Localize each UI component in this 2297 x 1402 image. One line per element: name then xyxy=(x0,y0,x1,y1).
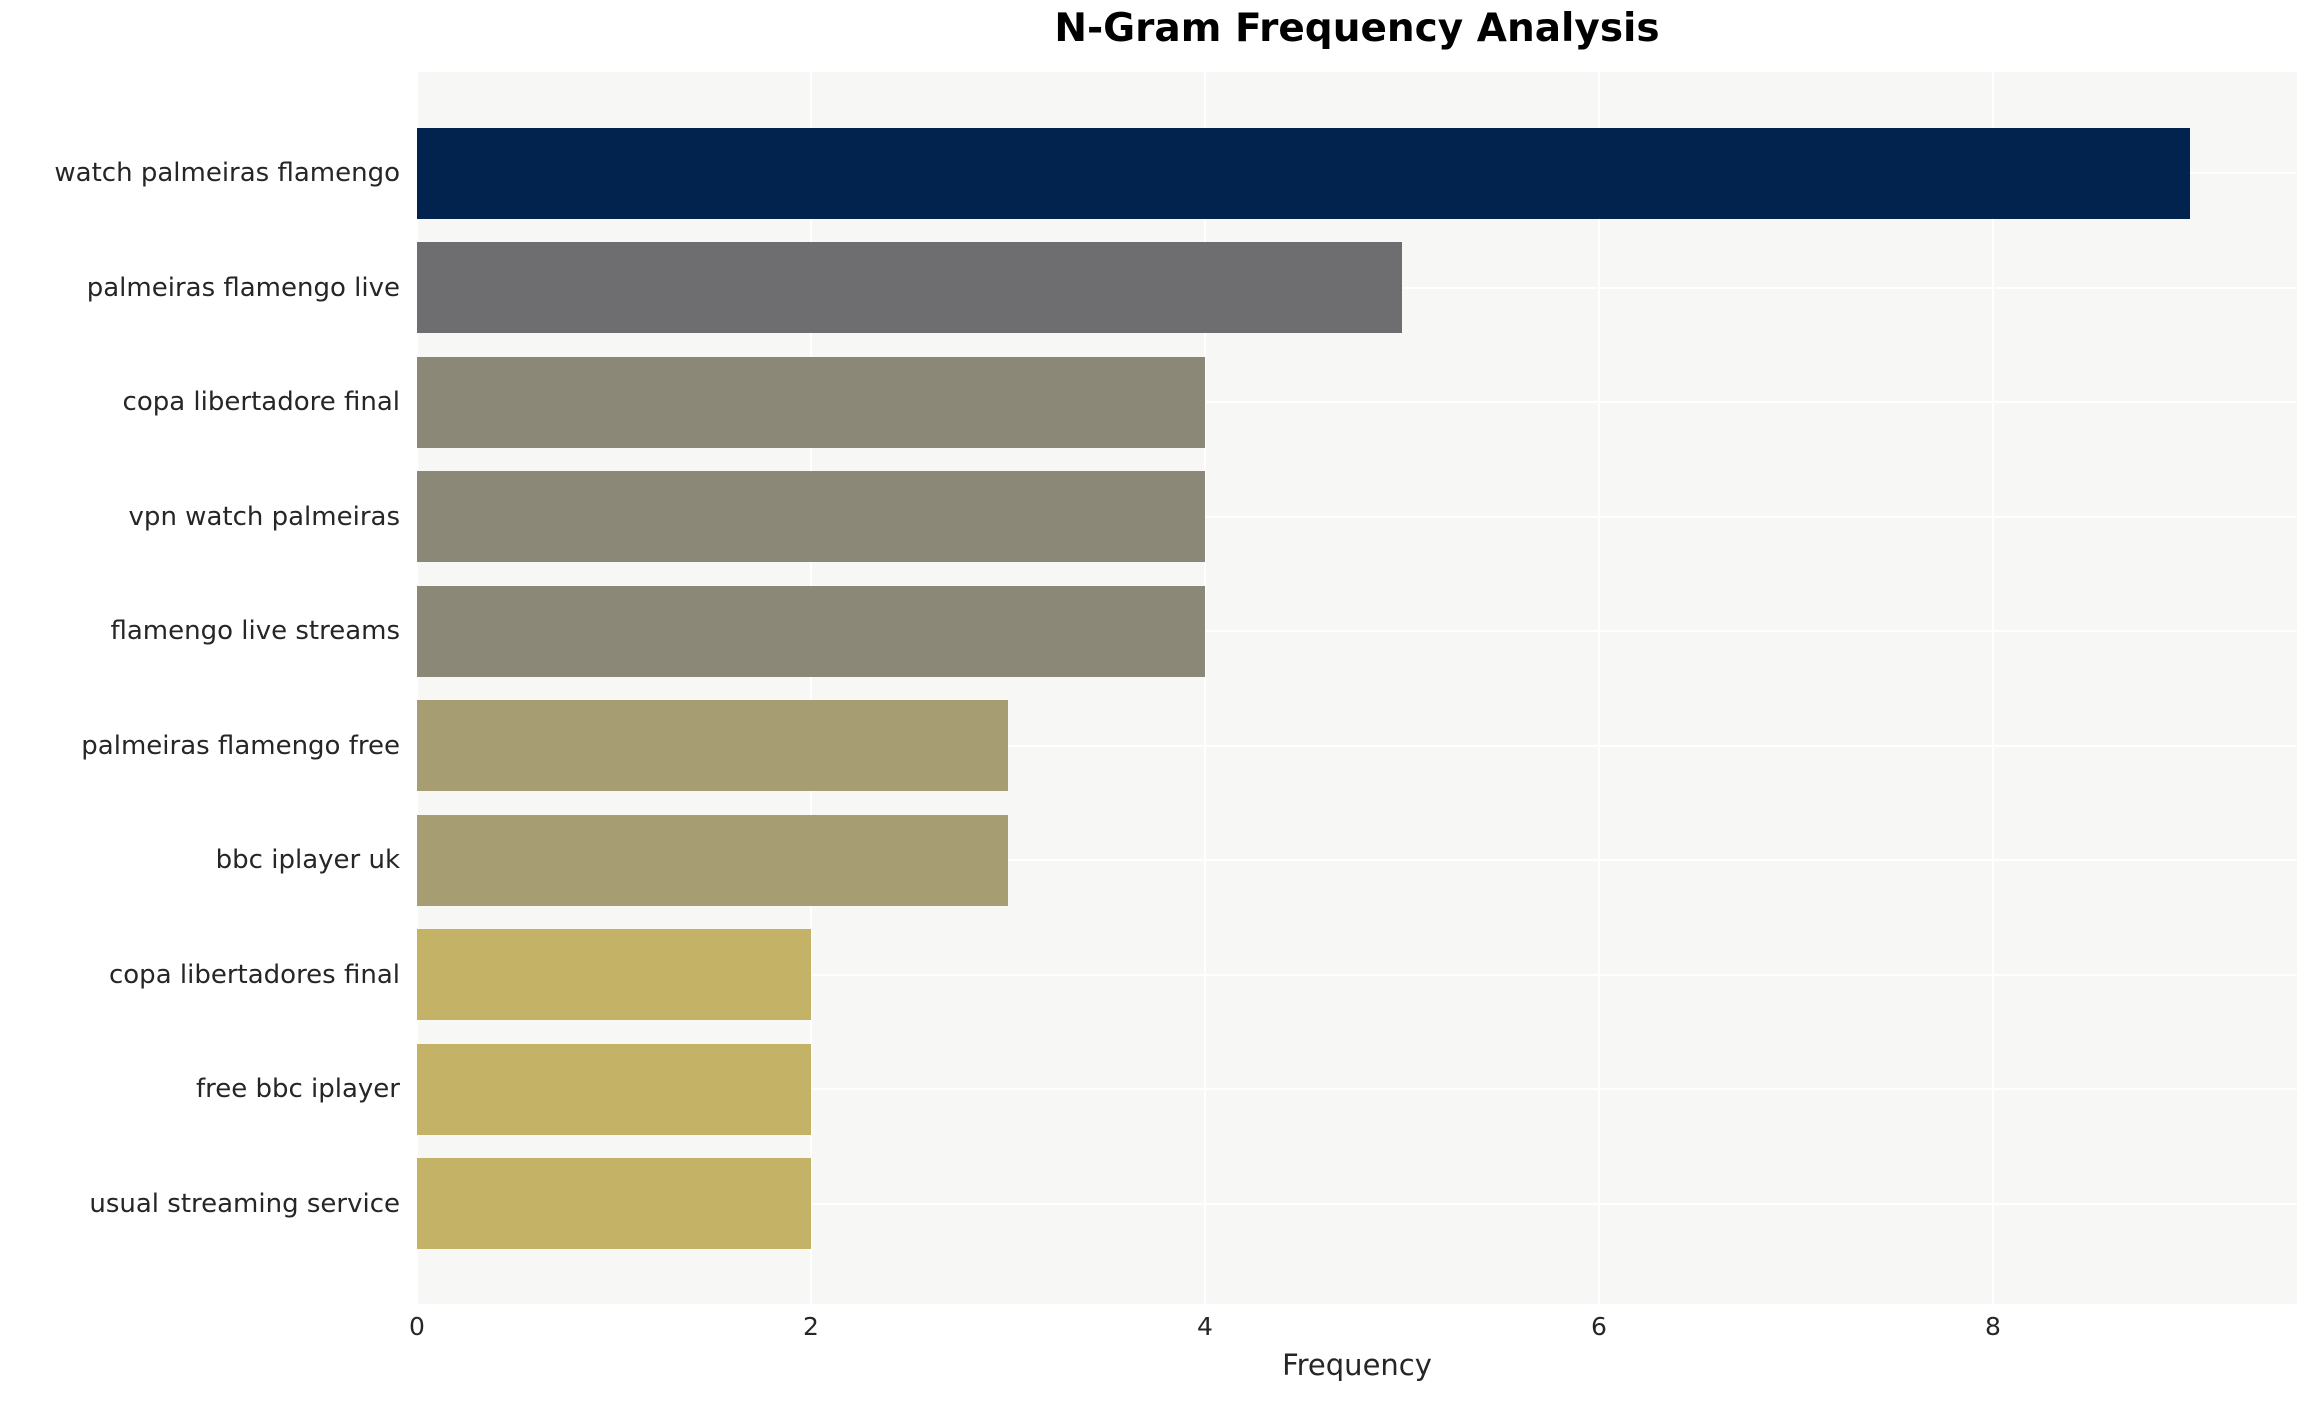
x-gridline xyxy=(810,72,812,1304)
y-gridline xyxy=(417,859,2297,861)
y-tick-label: usual streaming service xyxy=(89,1188,400,1219)
bar xyxy=(417,127,2190,219)
y-gridline xyxy=(417,744,2297,747)
x-tick-label: 6 xyxy=(1591,1312,1607,1341)
bar xyxy=(417,356,1205,448)
y-tick-label: watch palmeiras flamengo xyxy=(54,158,400,188)
bar xyxy=(417,929,811,1020)
y-tick-label: copa libertadores final xyxy=(108,959,400,990)
y-tick-label: bbc iplayer uk xyxy=(215,845,400,875)
x-axis-title: Frequency xyxy=(1282,1348,1432,1382)
x-gridline xyxy=(1992,72,1994,1304)
x-tick-label: 2 xyxy=(803,1312,819,1341)
y-gridline xyxy=(417,973,2297,976)
bar xyxy=(417,700,1008,791)
y-tick-label: palmeiras flamengo free xyxy=(81,730,400,761)
y-gridline xyxy=(417,1202,2297,1205)
bar xyxy=(417,585,1205,677)
y-gridline xyxy=(417,515,2297,518)
y-tick-label: free bbc iplayer xyxy=(195,1074,400,1104)
bar xyxy=(417,814,1008,906)
bar xyxy=(417,1043,811,1135)
bar xyxy=(417,242,1402,333)
y-tick-label: vpn watch palmeiras xyxy=(128,501,400,532)
chart-title: N-Gram Frequency Analysis xyxy=(1054,6,1660,51)
y-gridline xyxy=(417,1088,2297,1090)
y-gridline xyxy=(417,401,2297,403)
y-tick-label: copa libertadore final xyxy=(122,387,400,417)
bar xyxy=(417,471,1205,562)
x-gridline xyxy=(416,72,418,1304)
y-tick-label: palmeiras flamengo live xyxy=(86,272,400,303)
plot-area xyxy=(416,72,2297,1304)
y-tick-label: flamengo live streams xyxy=(110,616,400,646)
y-gridline xyxy=(417,630,2297,632)
x-gridline xyxy=(1598,72,1600,1304)
x-tick-label: 4 xyxy=(1197,1312,1213,1341)
bar xyxy=(417,1158,811,1249)
x-tick-label: 8 xyxy=(1985,1312,2001,1341)
x-gridline xyxy=(1204,72,1206,1304)
x-tick-label: 0 xyxy=(409,1312,425,1341)
